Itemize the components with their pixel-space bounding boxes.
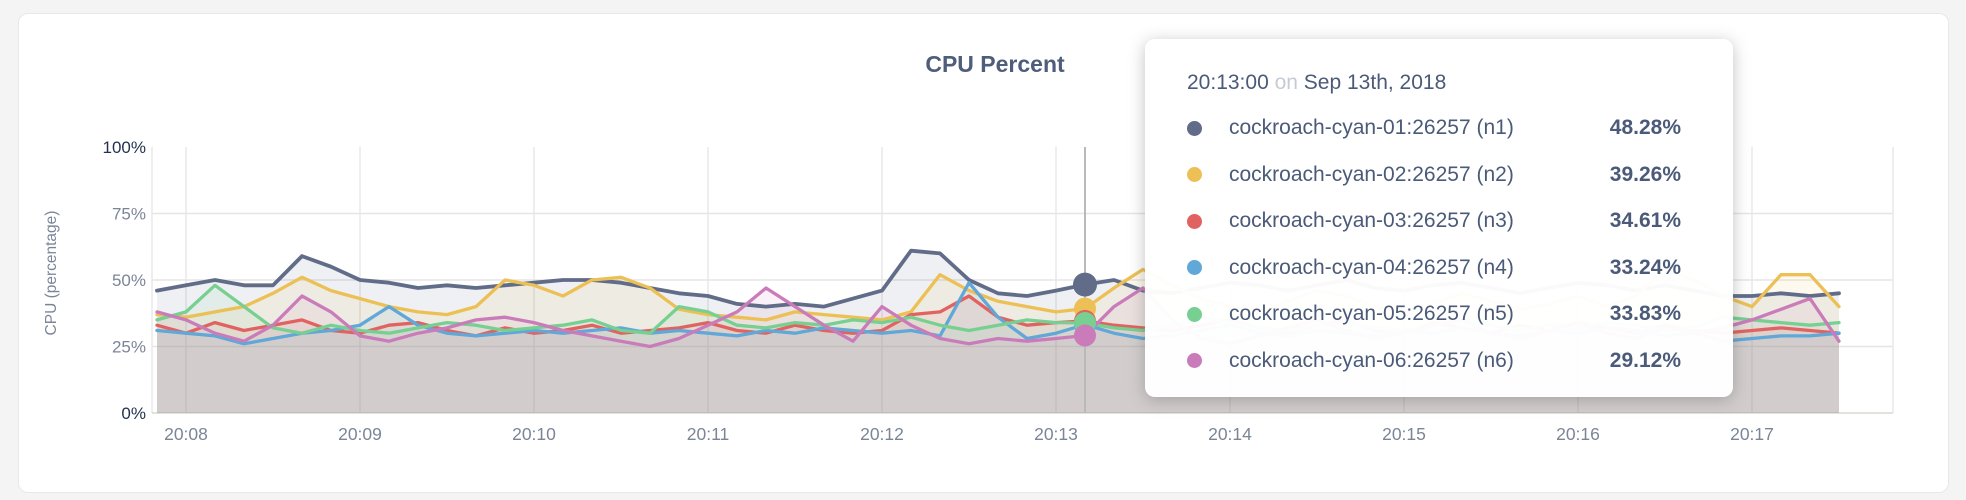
hover-dot-n1 [1073,272,1097,297]
chart-title: CPU Percent [925,51,1065,77]
y-tick-label: 100% [103,138,146,157]
tooltip-series-value: 33.83% [1609,302,1681,326]
tooltip-series-name: cockroach-cyan-05:26257 (n5) [1229,302,1514,326]
x-tick-label: 20:15 [1382,424,1426,444]
y-tick-label: 50% [112,271,146,290]
x-tick-label: 20:13 [1034,424,1078,444]
x-tick-label: 20:11 [687,424,730,444]
x-tick-label: 20:12 [860,424,904,444]
tooltip-time: 20:13:00 [1187,71,1269,94]
tooltip-series-value: 48.28% [1609,116,1681,140]
tooltip-row: cockroach-cyan-06:26257 (n6) 29.12% [1187,338,1687,385]
tooltip-series-name: cockroach-cyan-06:26257 (n6) [1229,348,1514,372]
series-dot-icon [1187,260,1202,276]
hover-dots [1073,272,1097,347]
tooltip-row: cockroach-cyan-02:26257 (n2) 39.26% [1187,152,1687,199]
y-tick-label: 75% [112,205,146,224]
x-tick-label: 20:14 [1208,424,1252,444]
tooltip-series-name: cockroach-cyan-04:26257 (n4) [1229,255,1514,279]
y-tick-label: 0% [121,404,146,423]
series-dot-icon [1187,167,1202,183]
series-dot-icon [1187,306,1202,322]
series-dot-icon [1187,353,1202,369]
tooltip-series-value: 39.26% [1609,162,1681,186]
y-axis-label: CPU (percentage) [43,210,60,336]
tooltip-series-name: cockroach-cyan-03:26257 (n3) [1229,209,1514,233]
tooltip-header: 20:13:00 on Sep 13th, 2018 [1187,69,1687,97]
tooltip-row: cockroach-cyan-01:26257 (n1) 48.28% [1187,105,1687,152]
tooltip-row: cockroach-cyan-04:26257 (n4) 33.24% [1187,245,1687,292]
tooltip-series-name: cockroach-cyan-01:26257 (n1) [1229,116,1514,140]
hover-tooltip: 20:13:00 on Sep 13th, 2018 cockroach-cya… [1145,39,1733,397]
series-dot-icon [1187,120,1202,136]
x-tick-label: 20:10 [512,424,556,444]
tooltip-series-value: 34.61% [1609,209,1681,233]
tooltip-series-name: cockroach-cyan-02:26257 (n2) [1229,162,1514,186]
tooltip-row: cockroach-cyan-03:26257 (n3) 34.61% [1187,198,1687,245]
tooltip-series-value: 33.24% [1609,255,1681,279]
x-tick-label: 20:08 [164,424,208,444]
x-tick-label: 20:16 [1556,424,1600,444]
hover-dot-n6 [1074,324,1096,347]
x-tick-label: 20:17 [1730,424,1774,444]
tooltip-row: cockroach-cyan-05:26257 (n5) 33.83% [1187,291,1687,338]
tooltip-series-value: 29.12% [1609,348,1681,372]
x-tick-label: 20:09 [338,424,382,444]
tooltip-rows: cockroach-cyan-01:26257 (n1) 48.28% cockro… [1187,105,1687,384]
axis-tick-labels: 20:08 20:09 20:10 20:11 20:12 20:13 20:14 20:15… [103,138,1774,444]
tooltip-conjunction: on [1274,71,1298,94]
series-dot-icon [1187,213,1202,229]
y-tick-label: 25% [112,338,146,357]
tooltip-date: Sep 13th, 2018 [1303,71,1447,94]
